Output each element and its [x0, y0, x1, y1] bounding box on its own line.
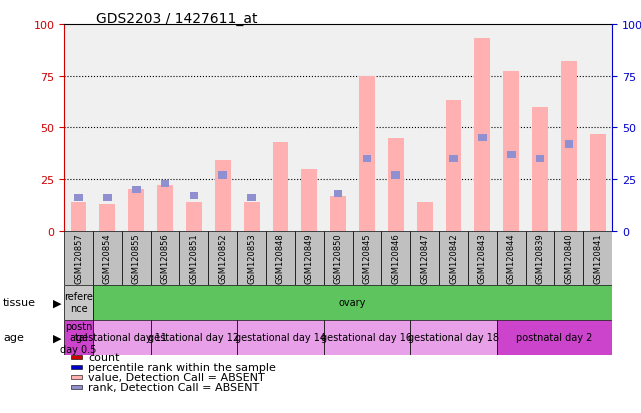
Text: GSM120854: GSM120854 — [103, 233, 112, 283]
Text: age: age — [3, 332, 24, 343]
Bar — [449, 155, 458, 163]
Bar — [359, 76, 375, 231]
Bar — [71, 202, 87, 231]
Bar — [561, 62, 577, 231]
Bar — [208, 231, 237, 285]
Bar — [64, 285, 93, 320]
Text: GSM120839: GSM120839 — [535, 233, 545, 283]
Text: GSM120843: GSM120843 — [478, 233, 487, 283]
Bar — [103, 195, 112, 202]
Bar — [532, 107, 548, 231]
Bar — [324, 231, 353, 285]
Text: GSM120840: GSM120840 — [564, 233, 574, 283]
Text: ▶: ▶ — [53, 332, 61, 343]
Bar — [122, 231, 151, 285]
Text: GSM120852: GSM120852 — [218, 233, 228, 283]
Bar — [161, 180, 169, 188]
Bar — [474, 39, 490, 231]
Bar — [272, 142, 288, 231]
Text: percentile rank within the sample: percentile rank within the sample — [88, 362, 276, 372]
Text: tissue: tissue — [3, 297, 36, 308]
Text: value, Detection Call = ABSENT: value, Detection Call = ABSENT — [88, 372, 265, 382]
Text: GSM120855: GSM120855 — [131, 233, 141, 283]
Bar — [590, 134, 606, 231]
Bar — [247, 195, 256, 202]
Bar — [93, 320, 151, 355]
Bar — [497, 231, 526, 285]
Text: refere
nce: refere nce — [64, 292, 93, 313]
Bar — [536, 155, 544, 163]
Bar — [363, 155, 371, 163]
Bar — [151, 320, 237, 355]
Bar — [74, 195, 83, 202]
Text: gestational day 16: gestational day 16 — [322, 332, 412, 343]
Text: ▶: ▶ — [53, 297, 61, 308]
Text: GSM120851: GSM120851 — [189, 233, 199, 283]
Text: GSM120848: GSM120848 — [276, 233, 285, 283]
Text: GSM120850: GSM120850 — [333, 233, 343, 283]
Text: GSM120844: GSM120844 — [506, 233, 516, 283]
Bar — [381, 231, 410, 285]
Bar — [244, 202, 260, 231]
Text: GSM120847: GSM120847 — [420, 233, 429, 283]
Text: GSM120842: GSM120842 — [449, 233, 458, 283]
Bar — [128, 190, 144, 231]
Bar — [186, 202, 202, 231]
Bar — [190, 192, 198, 200]
Text: GDS2203 / 1427611_at: GDS2203 / 1427611_at — [96, 12, 258, 26]
Bar — [132, 186, 140, 194]
Text: GSM120841: GSM120841 — [593, 233, 603, 283]
Text: ovary: ovary — [339, 297, 366, 308]
Text: GSM120846: GSM120846 — [391, 233, 401, 283]
Bar — [330, 196, 346, 231]
Bar — [353, 231, 381, 285]
Bar — [445, 101, 462, 231]
Bar — [179, 231, 208, 285]
Bar — [64, 231, 93, 285]
Bar — [219, 172, 227, 179]
Bar — [93, 231, 122, 285]
Bar — [157, 186, 173, 231]
Bar — [237, 320, 324, 355]
Bar — [237, 231, 266, 285]
Text: GSM120856: GSM120856 — [160, 233, 170, 283]
Text: gestational day 12: gestational day 12 — [148, 332, 240, 343]
Text: count: count — [88, 352, 120, 362]
Text: postn
atal
day 0.5: postn atal day 0.5 — [60, 321, 97, 354]
Bar — [301, 169, 317, 231]
Bar — [410, 320, 497, 355]
Bar — [417, 202, 433, 231]
Bar — [392, 172, 400, 179]
Bar — [151, 231, 179, 285]
Bar — [554, 231, 583, 285]
Bar — [497, 320, 612, 355]
Text: rank, Detection Call = ABSENT: rank, Detection Call = ABSENT — [88, 382, 260, 392]
Bar — [99, 204, 115, 231]
Text: GSM120853: GSM120853 — [247, 233, 256, 283]
Text: gestational day 18: gestational day 18 — [408, 332, 499, 343]
Bar — [526, 231, 554, 285]
Text: gestational day 11: gestational day 11 — [76, 332, 167, 343]
Bar — [410, 231, 439, 285]
Bar — [324, 320, 410, 355]
Bar — [215, 161, 231, 231]
Bar — [64, 320, 93, 355]
Bar — [565, 141, 573, 148]
Text: GSM120849: GSM120849 — [304, 233, 314, 283]
Bar — [478, 135, 487, 142]
Bar — [507, 151, 515, 159]
Bar — [468, 231, 497, 285]
Bar — [266, 231, 295, 285]
Text: postnatal day 2: postnatal day 2 — [516, 332, 593, 343]
Bar — [334, 190, 342, 198]
Text: gestational day 14: gestational day 14 — [235, 332, 326, 343]
Bar — [583, 231, 612, 285]
Text: GSM120845: GSM120845 — [362, 233, 372, 283]
Text: GSM120857: GSM120857 — [74, 233, 83, 283]
Bar — [295, 231, 324, 285]
Bar — [439, 231, 468, 285]
Bar — [388, 138, 404, 231]
Bar — [503, 72, 519, 231]
